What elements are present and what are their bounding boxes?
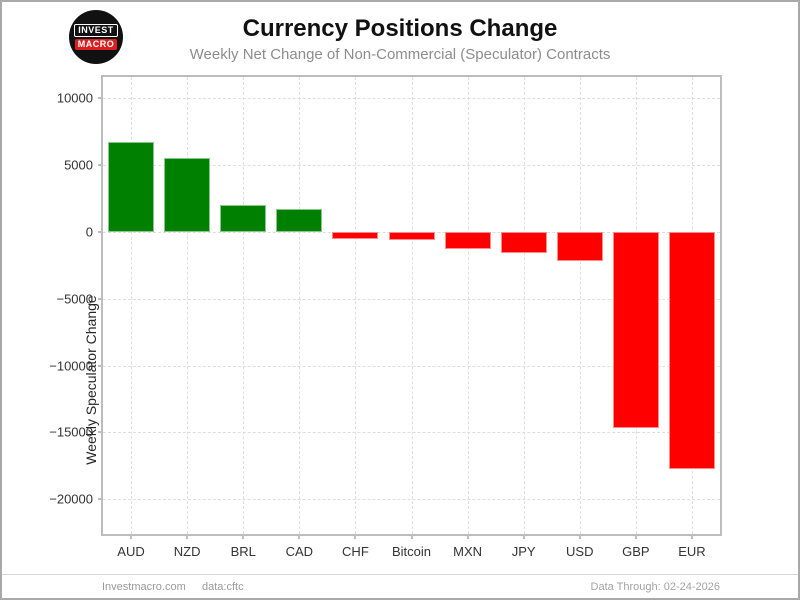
- bar-USD: [556, 232, 603, 262]
- x-tick-mark: [466, 534, 469, 539]
- x-tick-mark: [522, 534, 525, 539]
- logo-macro-text: MACRO: [74, 39, 118, 50]
- y-tick-mark: [98, 431, 103, 434]
- chart-subtitle: Weekly Net Change of Non-Commercial (Spe…: [189, 46, 611, 63]
- x-tick-mark: [130, 534, 133, 539]
- bar-BRL: [220, 205, 267, 232]
- gridline-vertical: [411, 77, 413, 534]
- footer-divider: [2, 574, 798, 575]
- bar-Bitcoin: [388, 232, 435, 241]
- x-tick-mark: [242, 534, 245, 539]
- x-tick-label: MXN: [453, 544, 483, 559]
- gridline-vertical: [523, 77, 525, 534]
- y-tick-mark: [98, 164, 103, 167]
- x-tick-label: Bitcoin: [391, 544, 432, 559]
- x-tick-label: NZD: [173, 544, 201, 559]
- gridline-vertical: [579, 77, 581, 534]
- x-tick-label: EUR: [678, 544, 706, 559]
- x-tick-mark: [410, 534, 413, 539]
- x-tick-label: JPY: [511, 544, 536, 559]
- x-tick-mark: [354, 534, 357, 539]
- chart-title: Currency Positions Change: [242, 15, 558, 42]
- x-tick-label: CHF: [342, 544, 369, 559]
- investmacro-logo: INVEST MACRO: [69, 10, 123, 64]
- x-tick-label: GBP: [622, 544, 650, 559]
- gridline-vertical: [467, 77, 469, 534]
- y-tick-label: 10000: [56, 90, 93, 106]
- bar-MXN: [444, 232, 491, 250]
- y-tick-mark: [98, 97, 103, 100]
- x-tick-mark: [634, 534, 637, 539]
- gridline-vertical: [187, 77, 189, 534]
- gridline-vertical: [355, 77, 357, 534]
- y-tick-label: −5000: [56, 291, 93, 307]
- bar-EUR: [668, 232, 715, 469]
- gridline-vertical: [299, 77, 301, 534]
- y-tick-label: 5000: [64, 157, 93, 173]
- x-tick-label: CAD: [285, 544, 314, 559]
- y-tick-mark: [98, 231, 103, 233]
- bar-GBP: [612, 232, 659, 429]
- bar-CAD: [276, 208, 323, 232]
- y-tick-label: 0: [85, 224, 93, 240]
- gridline-vertical: [131, 77, 133, 534]
- y-tick-mark: [98, 297, 103, 300]
- x-tick-mark: [578, 534, 581, 539]
- footer-source-text: data:cftc: [202, 581, 244, 593]
- bar-NZD: [164, 157, 211, 232]
- bar-AUD: [108, 142, 155, 232]
- footer-data-through: Data Through: 02-24-2026: [590, 581, 720, 593]
- bar-JPY: [500, 232, 547, 253]
- gridline-vertical: [243, 77, 245, 534]
- y-tick-label: −10000: [49, 358, 93, 374]
- x-tick-mark: [690, 534, 693, 539]
- x-tick-label: BRL: [230, 544, 256, 559]
- y-tick-mark: [98, 364, 103, 367]
- y-tick-label: −15000: [49, 424, 93, 440]
- x-tick-label: AUD: [117, 544, 145, 559]
- y-tick-label: −20000: [49, 491, 93, 507]
- x-tick-mark: [186, 534, 189, 539]
- x-tick-mark: [298, 534, 301, 539]
- bar-CHF: [332, 232, 379, 239]
- footer-site-text: Investmacro.com: [102, 581, 186, 593]
- plot-area: Weekly Speculator Change 10000 5000 0 −5000…: [49, 75, 722, 559]
- y-tick-mark: [98, 498, 103, 501]
- logo-invest-text: INVEST: [74, 24, 118, 37]
- x-tick-label: USD: [566, 544, 594, 559]
